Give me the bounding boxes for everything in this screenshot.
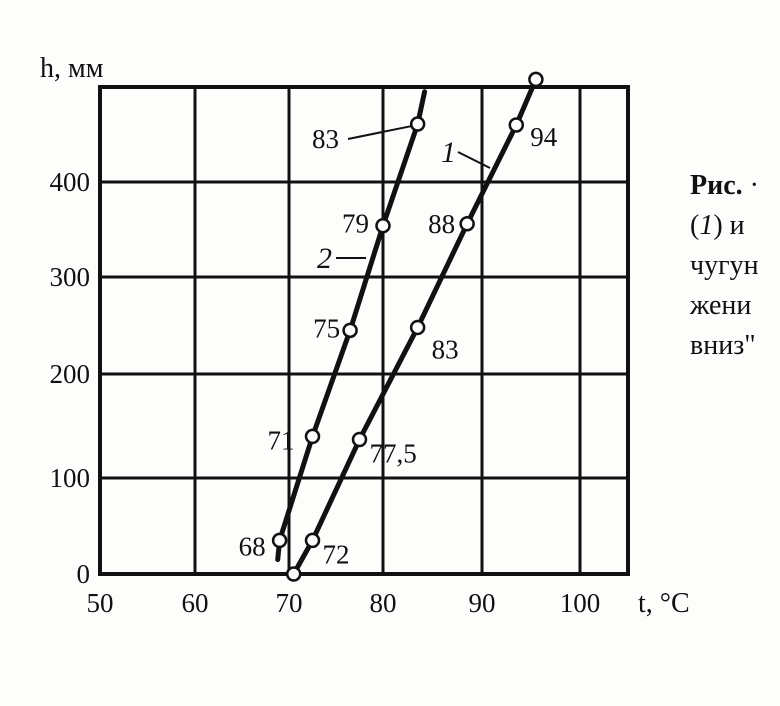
point-label: 83 [312,124,339,154]
x-tick-label: 50 [87,588,114,618]
leader-line [457,151,491,169]
x-tick-label: 100 [560,588,601,618]
y-tick-label: 0 [77,559,91,589]
caption-line-1: Рис. · [690,166,759,206]
x-tick-label: 70 [276,588,303,618]
caption-line-2-rest: ) и [713,210,745,241]
point-label: 68 [239,531,266,561]
data-point [409,116,426,132]
y-tick-label: 300 [50,262,91,292]
data-point [285,566,302,582]
grid [98,87,628,576]
plot-border [98,85,630,576]
caption-title-rest: · [742,170,759,201]
y-axis-title: h, мм [40,53,104,84]
x-tick-label: 90 [469,588,496,618]
data-point [271,532,288,549]
y-tick-label: 200 [50,359,91,389]
series-label-2: 2 [317,242,332,275]
point-labels: 72 77,5 83 88 94 68 71 75 79 83 1 2 [239,122,558,569]
x-tick-labels: 50 60 70 80 90 100 [87,588,601,618]
point-label: 75 [313,313,340,343]
caption-line-2: (1) и [690,210,745,241]
point-label: 79 [342,209,369,239]
series-2 [271,89,428,563]
point-label: 71 [268,425,295,455]
caption-line-5: вниз" [690,330,756,361]
series-1 [285,71,544,582]
leader-line [347,125,412,140]
y-tick-labels: 0 100 200 300 400 [50,167,91,589]
data-point [528,71,544,88]
data-point [459,216,475,232]
y-tick-label: 100 [50,463,91,493]
data-point [508,117,525,133]
data-point [304,532,321,549]
point-label: 94 [530,122,558,152]
y-tick-label: 400 [50,167,91,197]
series [271,71,544,582]
data-point [375,217,391,234]
caption-title: Рис. [690,170,743,201]
figure-caption: Рис. · (1) и чугун жени вниз" [690,166,759,366]
x-axis-title: t, °C [638,588,690,619]
data-point [409,319,426,336]
data-point [342,322,358,339]
data-point [351,431,368,448]
caption-line-3: чугун [690,250,759,281]
point-label: 72 [323,539,350,569]
x-tick-label: 80 [370,588,397,618]
plot-frame [98,85,630,576]
x-tick-label: 60 [182,588,209,618]
caption-series-ref: 1 [699,210,714,241]
series-label-1: 1 [441,136,456,169]
point-label: 83 [432,334,459,364]
data-point [304,428,321,445]
caption-line-4: жени [690,290,752,321]
point-label: 88 [428,209,455,239]
point-label: 77,5 [370,439,417,469]
